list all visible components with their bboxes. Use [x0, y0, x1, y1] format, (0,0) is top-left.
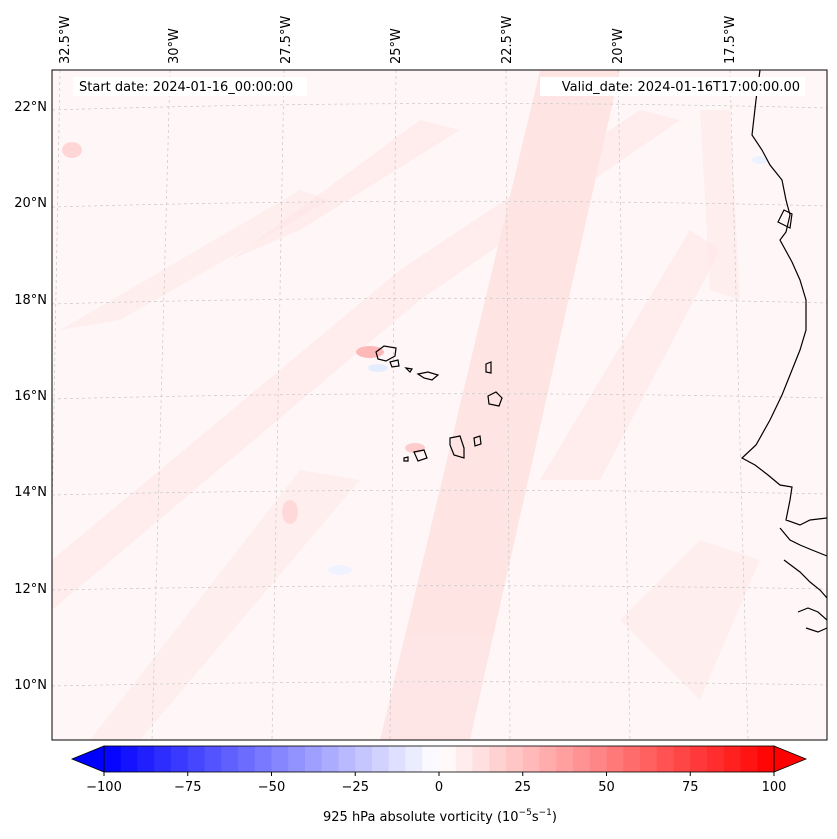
colorbar-segment — [104, 746, 122, 772]
start-date-label: Start date: 2024-01-16_00:00:00 — [79, 80, 293, 95]
colorbar-segment — [589, 746, 607, 772]
colorbar-segment — [656, 746, 674, 772]
lon-label: 30°W — [167, 28, 182, 64]
lon-label: 27.5°W — [279, 16, 294, 64]
start-date-box — [73, 77, 307, 96]
lat-label: 10°N — [14, 678, 47, 693]
island-santiago — [449, 435, 465, 459]
colorbar-segment — [355, 746, 373, 772]
colorbar: −100 −75 −50 −25 0 25 50 75 100 925 hPa absolute… — [70, 745, 808, 825]
africa-coast — [740, 70, 827, 526]
colorbar-segment — [120, 746, 138, 772]
island-fogo — [413, 449, 428, 462]
colorbar-segment — [757, 746, 775, 772]
lat-label: 22°N — [14, 100, 47, 115]
colorbar-segment — [221, 746, 239, 772]
colorbar-tick-label: −50 — [258, 780, 285, 795]
island-sao-nicolau — [416, 371, 440, 381]
lat-label: 14°N — [14, 485, 47, 500]
colorbar-tick-label: 25 — [514, 780, 531, 795]
colorbar-tick-label: −100 — [86, 780, 122, 795]
colorbar-segment — [187, 746, 205, 772]
lat-label: 16°N — [14, 389, 47, 404]
colorbar-segment — [673, 746, 691, 772]
colorbar-segment — [171, 746, 189, 772]
valid-date-label: Valid_date: 2024-01-16T17:00:00.00 — [562, 80, 800, 95]
colorbar-segment — [573, 746, 591, 772]
lon-label: 20°W — [611, 28, 626, 64]
colorbar-segment — [539, 746, 557, 772]
latitude-labels: 22°N 20°N 18°N 16°N 14°N 12°N 10°N — [14, 100, 47, 693]
colorbar-segment — [405, 746, 423, 772]
vorticity-anomalies — [62, 142, 768, 575]
colorbar-segment — [288, 746, 306, 772]
island-sao-vicente — [389, 359, 400, 368]
map-panel: Start date: 2024-01-16_00:00:00 Valid_da… — [52, 70, 827, 740]
colorbar-segment — [321, 746, 339, 772]
lat-label: 18°N — [14, 293, 47, 308]
island-brava — [403, 456, 409, 462]
colorbar-segment — [305, 746, 323, 772]
colorbar-segment — [254, 746, 272, 772]
colorbar-segment — [606, 746, 624, 772]
colorbar-label: 925 hPa absolute vorticity (10−5s−1) — [323, 808, 557, 825]
valid-date-box — [540, 77, 805, 96]
colorbar-tick-label: −25 — [342, 780, 369, 795]
colorbar-segment — [556, 746, 574, 772]
colorbar-segment — [137, 746, 155, 772]
island-boa-vista — [487, 391, 503, 407]
colorbar-segment — [489, 746, 507, 772]
colorbar-segment — [522, 746, 540, 772]
colorbar-segment — [154, 746, 172, 772]
colorbar-segment — [740, 746, 758, 772]
lon-label: 25°W — [389, 28, 404, 64]
colorbar-segment — [472, 746, 490, 772]
colorbar-segment — [623, 746, 641, 772]
island-santa-luzia — [404, 367, 414, 373]
colorbar-segments — [104, 746, 775, 772]
colorbar-segment — [439, 746, 457, 772]
colorbar-segment — [238, 746, 256, 772]
colorbar-tick-label: 50 — [598, 780, 615, 795]
coastlines — [375, 70, 827, 633]
colorbar-segment — [690, 746, 708, 772]
island-santo-antao — [375, 345, 397, 362]
colorbar-extend-min — [70, 745, 105, 773]
colorbar-ticks: −100 −75 −50 −25 0 25 50 75 100 — [86, 772, 786, 795]
colorbar-segment — [707, 746, 725, 772]
colorbar-segment — [723, 746, 741, 772]
lat-label: 12°N — [14, 582, 47, 597]
colorbar-segment — [372, 746, 390, 772]
lon-label: 32.5°W — [58, 16, 73, 64]
island-sal — [485, 361, 492, 374]
colorbar-extend-max — [773, 745, 808, 773]
colorbar-segment — [338, 746, 356, 772]
colorbar-tick-label: −75 — [174, 780, 201, 795]
lat-label: 20°N — [14, 196, 47, 211]
colorbar-segment — [506, 746, 524, 772]
colorbar-segment — [422, 746, 440, 772]
graticule — [52, 70, 827, 740]
lon-label: 22.5°W — [500, 16, 515, 64]
colorbar-segment — [455, 746, 473, 772]
colorbar-segment — [388, 746, 406, 772]
map-frame — [51, 69, 828, 741]
colorbar-segment — [640, 746, 658, 772]
colorbar-segment — [271, 746, 289, 772]
longitude-labels: 32.5°W 30°W 27.5°W 25°W 22.5°W 20°W 17.5… — [58, 16, 738, 64]
colorbar-tick-label: 75 — [682, 780, 699, 795]
lon-label: 17.5°W — [723, 16, 738, 64]
colorbar-tick-label: 100 — [762, 780, 787, 795]
colorbar-segment — [204, 746, 222, 772]
colorbar-tick-label: 0 — [435, 780, 443, 795]
island-maio — [473, 435, 482, 447]
